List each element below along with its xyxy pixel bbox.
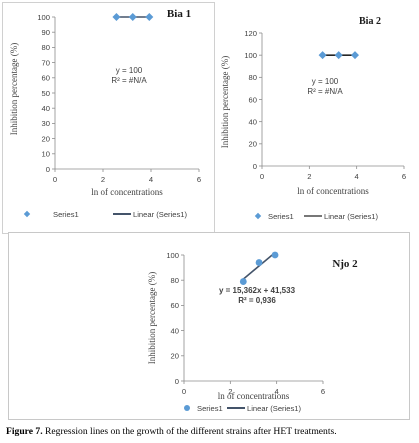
figure-caption-label: Figure 7. (6, 426, 43, 437)
regression-annotation: R² = #N/A (307, 87, 343, 96)
regression-annotation: y = 100 (312, 77, 339, 86)
legend-marker-series1 (254, 212, 262, 220)
regression-annotation: R² = 0,936 (238, 296, 276, 305)
y-tick-label: 90 (42, 28, 50, 37)
y-tick-label: 20 (171, 352, 179, 361)
data-point (255, 259, 263, 266)
figure-caption: Figure 7. Regression lines on the growth… (6, 426, 416, 437)
regression-annotation: y = 15,362x + 41,533 (219, 286, 296, 295)
legend-label-series1: Series1 (197, 404, 223, 413)
chart-panel-bia-1: 0 10 20 30 40 50 60 70 80 90 100 0 2 4 6 ln of concentr… (2, 2, 215, 234)
legend-label-linear: Linear (Series1) (324, 212, 378, 221)
y-tick-label: 0 (253, 162, 257, 171)
x-tick-label: 6 (197, 175, 201, 184)
y-tick-label: 70 (42, 58, 50, 67)
y-tick-label: 100 (37, 13, 50, 22)
x-tick-label: 0 (182, 387, 186, 396)
x-tick-label: 2 (101, 175, 105, 184)
data-point (271, 251, 279, 259)
y-tick-label: 80 (249, 73, 257, 82)
x-tick-label: 4 (355, 172, 359, 181)
chart-bia-2: 0 20 40 60 80 100 120 0 2 4 6 ln of concentrations I… (220, 16, 406, 221)
chart-panel-bia-2: 0 20 40 60 80 100 120 0 2 4 6 ln of concentrations I… (216, 2, 414, 232)
y-tick-label: 40 (249, 117, 257, 126)
y-tick-label: 10 (42, 150, 50, 159)
y-tick-label: 0 (46, 165, 50, 174)
legend-label-linear: Linear (Series1) (133, 210, 187, 219)
y-axis-title: Inhibition percentage (%) (220, 56, 230, 148)
data-point (351, 51, 360, 60)
chart-title: Njo 2 (332, 258, 358, 270)
y-tick-label: 40 (171, 326, 179, 335)
x-tick-label: 0 (260, 172, 264, 181)
chart-title: Bia 2 (359, 16, 381, 27)
x-tick-label: 4 (275, 387, 279, 396)
y-tick-label: 60 (42, 74, 50, 83)
legend-marker-series1 (23, 210, 31, 218)
x-tick-label: 0 (53, 175, 57, 184)
y-tick-label: 60 (171, 301, 179, 310)
data-point (128, 13, 137, 21)
y-tick-label: 30 (42, 119, 50, 128)
x-tick-label: 6 (402, 172, 406, 181)
legend-label-linear: Linear (Series1) (247, 404, 301, 413)
y-tick-label: 40 (42, 104, 50, 113)
x-tick-label: 2 (228, 387, 232, 396)
data-point (112, 13, 121, 21)
x-tick-label: 2 (307, 172, 311, 181)
legend-label-series1: Series1 (268, 212, 294, 221)
y-tick-label: 20 (249, 140, 257, 149)
chart-panel-njo-2: 0 20 40 60 80 100 0 2 4 6 ln of concentrations Inhi… (8, 232, 410, 420)
legend-marker-series1 (184, 405, 190, 411)
y-tick-label: 100 (244, 51, 257, 60)
chart-njo-2: 0 20 40 60 80 100 0 2 4 6 ln of concentrations Inhi… (147, 251, 358, 413)
regression-annotation: R² = #N/A (111, 76, 147, 85)
figure-caption-text: Regression lines on the growth of the di… (42, 426, 337, 437)
data-point (334, 51, 343, 60)
regression-annotation: y = 100 (116, 66, 143, 75)
data-point (318, 51, 327, 60)
y-tick-label: 120 (244, 29, 257, 38)
data-point (239, 278, 247, 285)
data-point (145, 13, 154, 21)
y-tick-label: 0 (175, 377, 179, 386)
y-tick-label: 50 (42, 89, 50, 98)
y-tick-label: 20 (42, 134, 50, 143)
y-axis-title: Inhibition percentage (%) (147, 272, 157, 364)
y-axis-title: Inhibition percentage (%) (9, 43, 19, 135)
legend-label-series1: Series1 (53, 210, 79, 219)
y-tick-label: 80 (42, 43, 50, 52)
y-tick-label: 60 (249, 95, 257, 104)
chart-title: Bia 1 (167, 8, 191, 20)
x-axis-title: ln of concentrations (91, 187, 163, 197)
x-tick-label: 6 (321, 387, 325, 396)
x-tick-label: 4 (149, 175, 153, 184)
chart-bia-1: 0 10 20 30 40 50 60 70 80 90 100 0 2 4 6 ln of concentr… (9, 8, 201, 219)
x-axis-title: ln of concentrations (218, 391, 290, 401)
x-axis-title: ln of concentrations (297, 186, 369, 196)
y-tick-label: 80 (171, 276, 179, 285)
y-tick-label: 100 (166, 251, 179, 260)
